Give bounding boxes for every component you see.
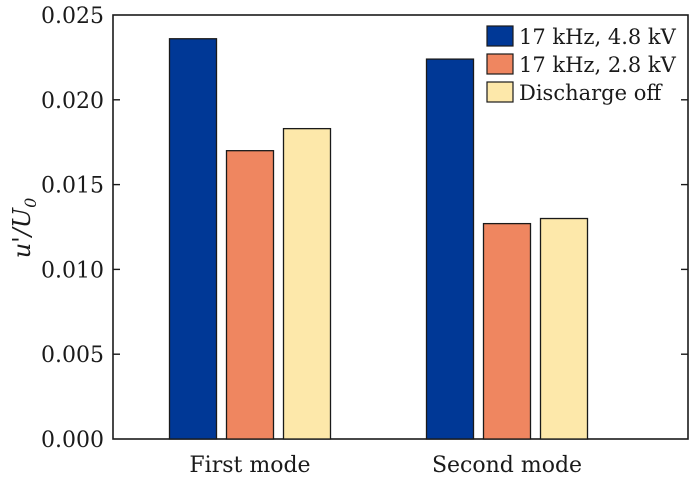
legend-swatch-1 — [486, 25, 514, 47]
y-tick-label-2: 0.010 — [41, 258, 104, 283]
bar-1-2 — [225, 150, 275, 440]
plot-frame — [112, 14, 689, 440]
y-axis-label: u'/U0 — [8, 198, 40, 259]
legend-swatch-3 — [486, 81, 514, 103]
legend-label-2: 17 kHz, 2.8 kV — [519, 53, 677, 77]
y-axis-label-subscript: 0 — [21, 198, 40, 208]
legend-swatch-2 — [486, 53, 514, 75]
y-axis-label-main: u'/U — [8, 207, 36, 258]
bar-2-3 — [539, 217, 589, 440]
plot-area: 0.000 0.005 0.010 0.015 0.020 0.025 First mode… — [41, 4, 689, 478]
x-category-label-1: First mode — [189, 453, 310, 478]
y-tick-label-1: 0.005 — [41, 343, 104, 368]
legend-label-3: Discharge off — [519, 81, 663, 105]
y-tick-label-3: 0.015 — [41, 174, 104, 199]
y-tick-label-0: 0.000 — [41, 428, 104, 453]
legend-label-1: 17 kHz, 4.8 kV — [519, 25, 677, 49]
y-tick-label-4: 0.020 — [41, 89, 104, 114]
bar-1-1 — [168, 38, 218, 440]
bar-2-2 — [482, 222, 532, 440]
bar-2-1 — [425, 58, 475, 440]
x-category-label-2: Second mode — [432, 453, 582, 478]
bar-1-3 — [282, 127, 332, 440]
legend: 17 kHz, 4.8 kV 17 kHz, 2.8 kV Discharge of… — [486, 25, 677, 105]
y-tick-label-5: 0.025 — [41, 4, 104, 29]
